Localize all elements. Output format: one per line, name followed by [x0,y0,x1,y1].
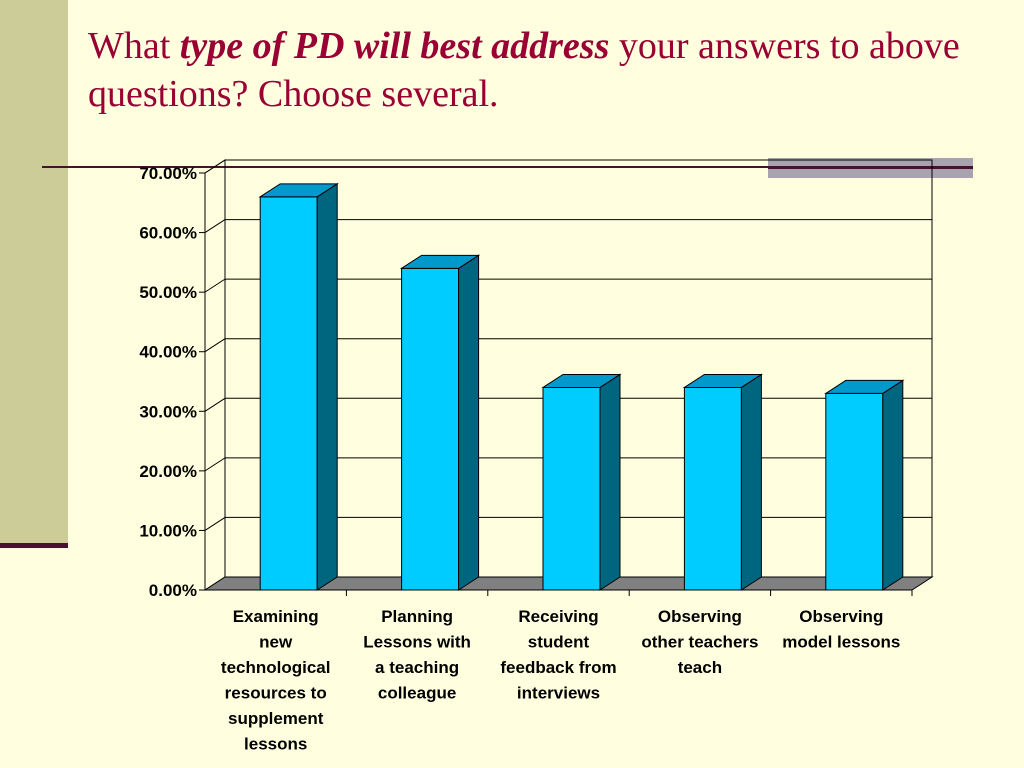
left-decorative-stripe [0,0,68,547]
bar-front [542,386,601,591]
x-category-label: Planning Lessons with a teaching colleague [363,607,471,703]
bar-front [401,267,460,591]
x-category-label: Examining new technological resources to sup… [221,607,331,754]
bar-side [740,373,762,591]
title-rest: your answers to above questions? Choose … [88,25,960,115]
title-emphasis: type of PD will best address [179,25,610,67]
bar [399,254,481,591]
y-tick-label: 10.00% [139,521,197,540]
slide-title: What type of PD will best address your a… [88,22,1018,118]
bar-side [599,373,621,591]
bar-side [458,254,480,591]
bar-front [259,196,318,591]
y-tick-label: 20.00% [139,462,197,481]
bar-top [258,183,339,198]
bar-front [825,392,884,591]
gridline-side [204,219,226,233]
y-tick-label: 40.00% [139,343,197,362]
gridline-side [204,517,226,531]
bar-side [882,379,904,591]
bar [682,373,764,591]
bar [541,373,622,591]
bar [258,182,339,591]
gridline-side [204,457,226,472]
left-stripe-underline [0,543,68,548]
x-category-label: Observing model lessons [782,607,900,652]
x-category-label: Observing other teachers teach [641,607,758,677]
chart-side-wall [204,159,226,591]
bar-top [541,373,622,388]
bar [824,379,905,591]
bar-top [824,379,905,394]
title-lead: What [88,25,180,67]
y-axis-tick-labels: 0.00% 10.00% 20.00% 30.00% 40.00% 50.00% 60.00… [139,164,197,600]
y-tick-label: 50.00% [139,283,197,302]
bar-top [399,254,481,269]
y-tick-label: 0.00% [149,581,197,600]
gridline-side [204,278,226,293]
x-axis-category-labels: Examining new technological resources to sup… [221,607,900,754]
bar-top [682,373,764,388]
title-divider-line [42,166,972,168]
title-accent-line [768,166,973,169]
bar-front [683,386,742,591]
y-tick-label: 60.00% [139,224,197,243]
y-tick-label: 70.00% [139,164,197,183]
gridline-side [204,397,226,412]
y-tick-label: 30.00% [139,402,197,421]
gridline-side [204,338,226,353]
bar-side [316,182,338,591]
x-category-label: Receiving student feedback from interviews [500,607,616,703]
chart-bars [258,182,905,591]
